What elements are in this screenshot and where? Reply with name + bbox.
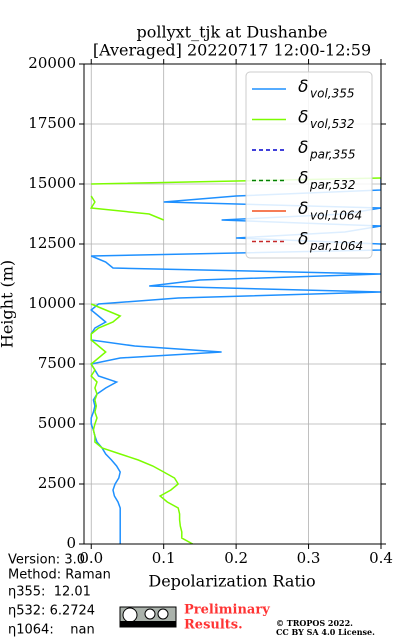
y-tick-label: 17500: [28, 114, 76, 132]
legend-label: vol,1064: [310, 209, 362, 223]
plot-frame: [83, 63, 382, 545]
chart-title: pollyxt_tjk at Dushanbe: [136, 23, 327, 42]
legend-symbol: δ: [298, 77, 308, 97]
legend-label: par,1064: [309, 239, 363, 253]
x-axis-label: Depolarization Ratio: [148, 572, 315, 591]
note: η1064: nan: [8, 623, 95, 638]
x-tick-label: 0.2: [224, 549, 248, 567]
y-tick-label: 12500: [28, 234, 76, 252]
license: © TROPOS 2022.: [276, 618, 353, 628]
chart-subtitle: [Averaged] 20220717 12:00-12:59: [93, 41, 371, 60]
legend-label: vol,532: [310, 117, 355, 131]
license: CC BY SA 4.0 License.: [276, 627, 375, 637]
y-axis-label: Height (m): [0, 260, 17, 348]
legend-symbol: δ: [298, 169, 308, 189]
y-tick-label: 10000: [28, 294, 76, 312]
preliminary: Preliminary: [184, 603, 270, 618]
legend-symbol: δ: [298, 199, 308, 219]
note: Method: Raman: [8, 568, 111, 583]
cc-logo: [119, 606, 177, 628]
legend-symbol: δ: [298, 138, 308, 158]
y-tick-label: 2500: [38, 474, 76, 492]
y-tick-label: 15000: [28, 174, 76, 192]
legend-symbol: δ: [298, 230, 308, 250]
legend-label: par,355: [309, 148, 356, 162]
notes: Version: 3.0 Method: Raman η355: 12.01 η…: [8, 553, 111, 638]
y-tick-label: 0: [66, 534, 76, 552]
y-tick-label: 20000: [28, 54, 76, 72]
note: Version: 3.0: [8, 553, 85, 568]
x-tick-label: 0.3: [297, 549, 321, 567]
x-tick-label: 0.1: [152, 549, 176, 567]
x-tick-label: 0.4: [369, 549, 393, 567]
legend-label: par,532: [309, 178, 356, 192]
preliminary: Results.: [184, 618, 243, 633]
y-tick-label: 7500: [38, 354, 76, 372]
legend-symbol: δ: [298, 108, 308, 128]
legend-label: vol,355: [310, 87, 355, 101]
y-tick-label: 5000: [38, 414, 76, 432]
x-tick-label: 0.0: [79, 549, 103, 567]
note: η532: 6.2724: [8, 604, 95, 619]
note: η355: 12.01: [8, 585, 91, 600]
